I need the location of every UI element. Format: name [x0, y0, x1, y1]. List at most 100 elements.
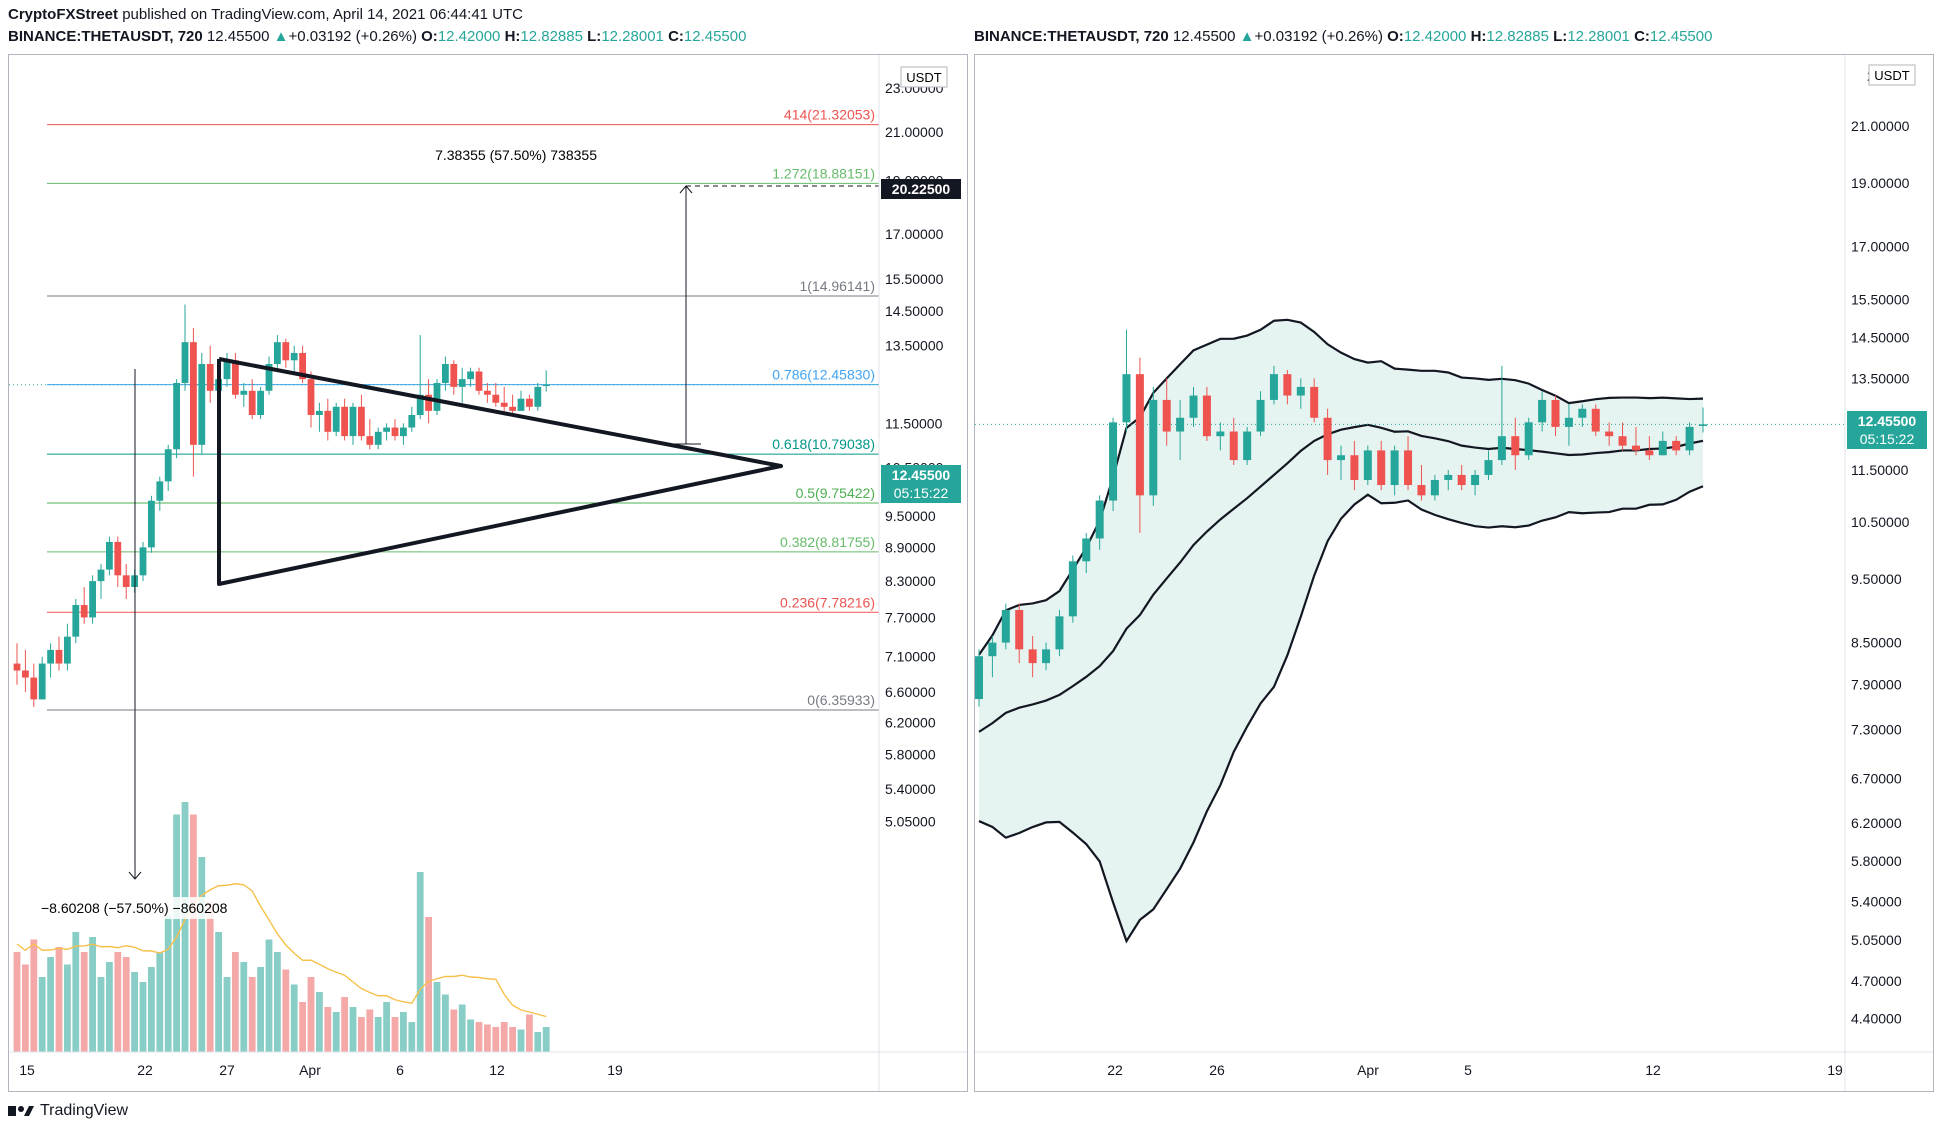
right-candle-body [1430, 479, 1439, 496]
volume-bar [467, 1019, 474, 1052]
right-candle-body [1564, 417, 1573, 427]
right-chart-panel[interactable]: 221.0000019.0000017.0000015.5000014.5000… [974, 54, 1934, 1092]
right-candle-body [1055, 616, 1064, 650]
candle-body [442, 363, 449, 383]
tradingview-footer[interactable]: TradingView [8, 1102, 128, 1120]
right-candle-body [1015, 609, 1024, 650]
volume-bar [181, 802, 189, 1052]
volume-bar [400, 1012, 407, 1052]
right-y-tick: 8.50000 [1851, 635, 1902, 651]
candle-body [324, 410, 332, 432]
candle-body [106, 541, 113, 570]
candle-body [38, 663, 46, 700]
volume-bar [374, 1017, 382, 1052]
right-candle-body [1417, 485, 1426, 496]
volume-bar [106, 962, 113, 1052]
left-y-tick: 6.60000 [885, 684, 936, 700]
candle-body [190, 342, 197, 445]
candle-body [526, 398, 533, 407]
volume-bar [64, 964, 71, 1052]
fib-level-label: 0(6.35933) [807, 692, 875, 708]
volume-bar [492, 1027, 500, 1052]
candle-body [240, 390, 248, 395]
left-chart-panel[interactable]: 414(21.32053) 1.272(18.88151) 1(14.96141) 0… [8, 54, 968, 1092]
volume-bar [416, 872, 424, 1052]
right-candle-body [1444, 474, 1453, 480]
left-open: 12.42000 [437, 28, 501, 45]
right-candle-body [1082, 538, 1091, 562]
right-y-tick: 17.00000 [1851, 239, 1910, 255]
candle-body [408, 414, 416, 428]
right-candle-body [1497, 436, 1506, 461]
right-y-tick: 15.50000 [1851, 291, 1910, 307]
volume-bar [517, 1029, 525, 1052]
volume-bar [358, 1017, 365, 1052]
volume-bar [526, 1014, 533, 1052]
volume-bar [257, 967, 264, 1052]
volume-bar [248, 977, 256, 1052]
candle-body [450, 363, 458, 387]
volume-bar [484, 1024, 491, 1052]
right-y-tick: 4.70000 [1851, 973, 1902, 989]
candle-body [80, 605, 88, 618]
candle-body [206, 363, 214, 391]
right-candle-body [1618, 436, 1627, 446]
left-low: 12.28001 [601, 28, 664, 45]
candle-body [458, 379, 466, 387]
right-candle-body [1457, 474, 1466, 486]
right-candle-body [1028, 649, 1037, 664]
right-candle-body [1229, 431, 1238, 461]
right-symbol[interactable]: BINANCE:THETAUSDT, 720 [974, 28, 1169, 45]
right-candle-body [1202, 395, 1211, 437]
right-y-tick: 13.50000 [1851, 370, 1910, 386]
left-change-icon: ▲ [273, 28, 289, 45]
right-candle-body [1296, 386, 1305, 396]
candle-body [148, 500, 155, 548]
fib-level-label: 0.618(10.79038) [772, 436, 875, 452]
left-symbol[interactable]: BINANCE:THETAUSDT, 720 [8, 28, 203, 45]
candle-body [290, 352, 298, 361]
left-x-tick: 15 [19, 1062, 35, 1078]
right-candle-body [1162, 399, 1171, 432]
right-price-label: 12.45500 [1858, 413, 1917, 429]
volume-bar [332, 1012, 340, 1052]
volume-bar [215, 932, 222, 1052]
left-y-tick: 5.80000 [885, 747, 936, 763]
candle-body [383, 427, 390, 432]
volume-bar [265, 939, 273, 1052]
right-y-tick: 5.80000 [1851, 853, 1902, 869]
volume-bar [139, 982, 147, 1052]
right-candle-body [1243, 431, 1252, 461]
left-change: +0.03192 (+0.26%) [288, 28, 417, 45]
left-last-price: 12.45500 [206, 28, 270, 45]
volume-bar [173, 814, 180, 1052]
right-close: 12.45500 [1649, 28, 1713, 45]
volume-bar [30, 939, 38, 1052]
candle-body [248, 390, 256, 415]
candle-body [232, 360, 239, 395]
candle-body [500, 402, 508, 407]
symmetrical-triangle [217, 357, 783, 586]
left-symbol-info: BINANCE:THETAUSDT, 720 12.45500 ▲+0.0319… [8, 28, 747, 45]
candle-body [30, 677, 38, 700]
author-name[interactable]: CryptoFXStreet [8, 6, 119, 23]
volume-bar [22, 964, 29, 1052]
right-y-tick: 6.70000 [1851, 771, 1902, 787]
right-y-tick: 10.50000 [1851, 514, 1910, 530]
right-currency-label: USDT [1874, 68, 1909, 83]
volume-bar [89, 937, 96, 1052]
right-chart-svg[interactable]: 221.0000019.0000017.0000015.5000014.5000… [975, 55, 1933, 1091]
left-chart-svg[interactable]: 414(21.32053) 1.272(18.88151) 1(14.96141) 0… [9, 55, 967, 1091]
right-candle-body [1658, 440, 1667, 456]
volume-bar [240, 962, 248, 1052]
volume-bar [307, 977, 315, 1052]
right-candle-body [1551, 399, 1560, 427]
fib-level-label: 414(21.32053) [784, 107, 875, 123]
volume-bar [282, 969, 290, 1052]
fib-level-label: 1(14.96141) [799, 278, 875, 294]
candle-body [374, 431, 382, 445]
right-y-tick: 6.20000 [1851, 815, 1902, 831]
candle-body [416, 394, 424, 415]
candle-body [400, 427, 407, 437]
fib-level-label: 0.5(9.75422) [796, 485, 875, 501]
